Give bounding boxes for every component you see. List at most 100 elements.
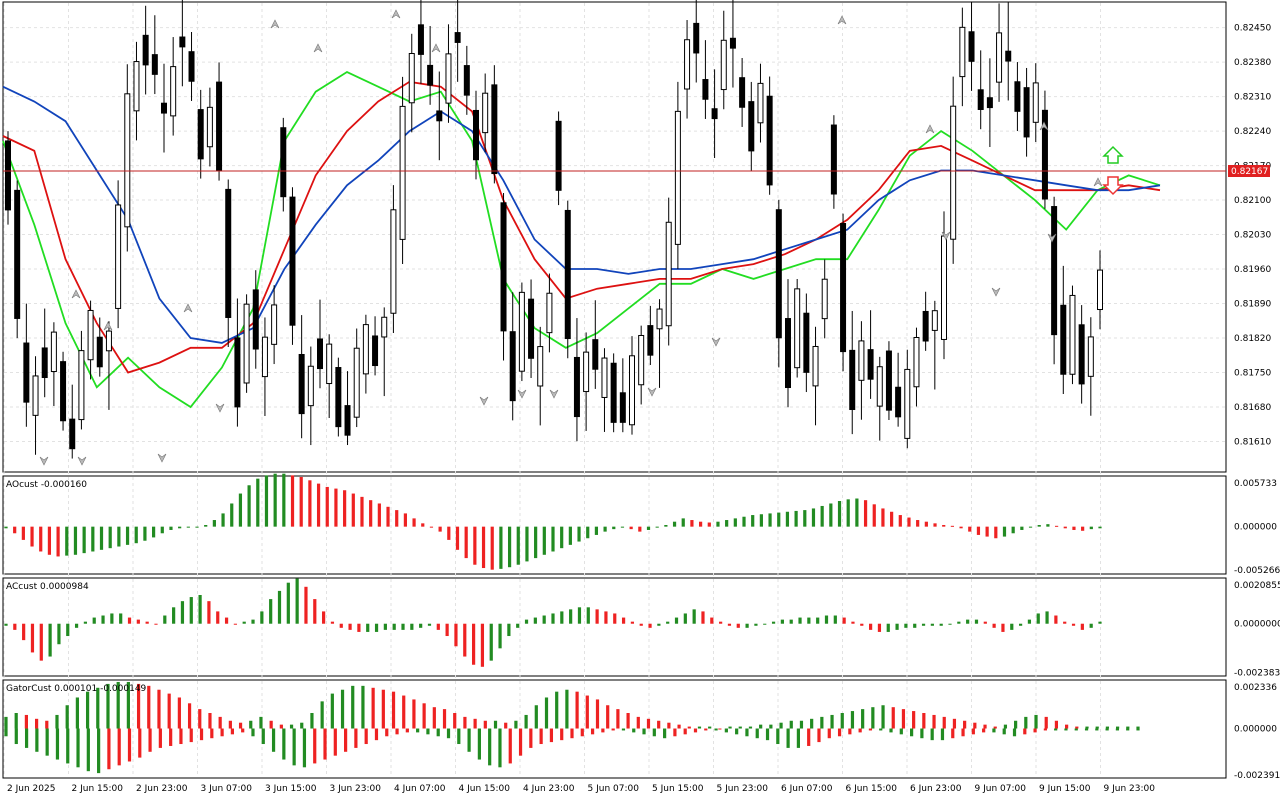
indicator-bar: [30, 526, 34, 547]
fractal-down-icon: [77, 456, 87, 466]
indicator-bar: [877, 623, 882, 632]
indicator-bar: [22, 623, 26, 641]
indicator-bar: [769, 724, 773, 729]
indicator-bar: [976, 526, 981, 535]
candle-body: [317, 338, 323, 370]
indicator-bar: [1033, 728, 1037, 733]
candle-body: [656, 308, 663, 330]
indicator-bar: [127, 617, 132, 624]
candle-body: [23, 342, 30, 403]
indicator-bar: [525, 526, 529, 562]
indicator-bar: [138, 728, 142, 758]
candle-body: [739, 77, 746, 108]
indicator-bar: [116, 681, 120, 729]
indicator-bar: [21, 526, 25, 540]
indicator-bar: [477, 728, 481, 760]
indicator-bar: [189, 728, 193, 743]
current-price-marker: [1228, 165, 1270, 177]
candle-body: [674, 110, 681, 245]
indicator-bar: [308, 480, 312, 527]
indicator-bar: [930, 623, 934, 626]
fractal-down-icon: [647, 387, 657, 397]
indicator-bar: [1027, 619, 1032, 624]
indicator-bar: [1014, 720, 1018, 729]
indicator-bar: [47, 526, 52, 555]
indicator-bar: [167, 693, 171, 729]
candle-body: [188, 51, 195, 82]
indicator-bar: [542, 526, 546, 555]
candle-body: [463, 65, 470, 96]
indicator-bar: [455, 526, 460, 550]
indicator-bar: [82, 526, 86, 554]
indicator-bar: [590, 728, 595, 735]
indicator-bar: [621, 728, 626, 731]
indicator-bar: [1116, 726, 1120, 729]
indicator-bar: [96, 687, 100, 729]
indicator-bar: [48, 623, 52, 657]
indicator-bar: [457, 728, 461, 745]
indicator-bar: [860, 623, 864, 626]
candle-body: [592, 339, 599, 370]
indicator-bar: [4, 716, 8, 729]
indicator-bar: [786, 728, 790, 748]
indicator-bar: [238, 493, 243, 527]
indicator-bar: [982, 728, 986, 733]
indicator-bar: [343, 490, 347, 527]
indicator-bar: [279, 724, 283, 729]
fractal-up-icon: [837, 15, 847, 25]
indicator-bar: [673, 728, 677, 737]
fractal-up-icon: [1093, 177, 1103, 187]
indicator-bar: [1012, 728, 1017, 737]
indicator-bar: [189, 597, 193, 624]
indicator-bar: [973, 722, 977, 729]
candle-body: [60, 361, 67, 422]
candle-body: [528, 298, 535, 359]
indicator-bar: [789, 619, 793, 624]
indicator-bar: [13, 623, 17, 630]
indicator-bar: [429, 526, 434, 528]
indicator-bar: [304, 586, 308, 624]
indicator-bar: [374, 728, 379, 741]
candle-body: [142, 34, 149, 66]
indicator-bar: [147, 685, 151, 729]
indicator-bar: [357, 623, 361, 632]
indicator-bar: [85, 691, 90, 729]
indicator-bar: [921, 623, 926, 626]
candle-body: [427, 64, 434, 86]
candle-body: [1014, 81, 1021, 112]
indicator-bar: [273, 473, 277, 527]
indicator-bar: [560, 611, 564, 624]
indicator-bar: [186, 526, 190, 528]
indicator-bar: [948, 623, 952, 625]
indicator-bar: [626, 713, 630, 729]
indicator-bar: [238, 722, 243, 729]
candle-body: [518, 291, 525, 372]
indicator-bar: [473, 526, 477, 565]
indicator-bar: [453, 713, 457, 729]
indicator-bar: [383, 623, 387, 630]
indicator-bar: [498, 623, 502, 649]
indicator-bar: [467, 728, 471, 752]
time-tick-label: 4 Jun 07:00: [394, 784, 446, 794]
indicator-bar: [620, 526, 625, 528]
indicator-bar: [361, 685, 365, 729]
indicator-bar: [1105, 726, 1110, 729]
candle-body: [849, 349, 856, 410]
indicator-bar: [1071, 623, 1076, 626]
indicator-bar: [264, 475, 269, 527]
indicator-bar: [91, 526, 95, 552]
indicator-bar: [86, 728, 90, 772]
indicator-bar: [410, 623, 414, 630]
indicator-bar: [718, 728, 722, 730]
fractal-down-icon: [941, 231, 951, 241]
indicator-bar: [1063, 526, 1067, 529]
candle-body: [647, 325, 654, 356]
indicator-tick-label: -0.0023832: [1234, 669, 1280, 679]
candle-body: [821, 278, 828, 320]
indicator-bar: [630, 621, 635, 624]
price-tick-label: 0.81890: [1234, 300, 1271, 310]
indicator-bar: [742, 516, 746, 527]
indicator-bar: [771, 621, 776, 624]
candlestick-series: [5, 0, 1103, 459]
